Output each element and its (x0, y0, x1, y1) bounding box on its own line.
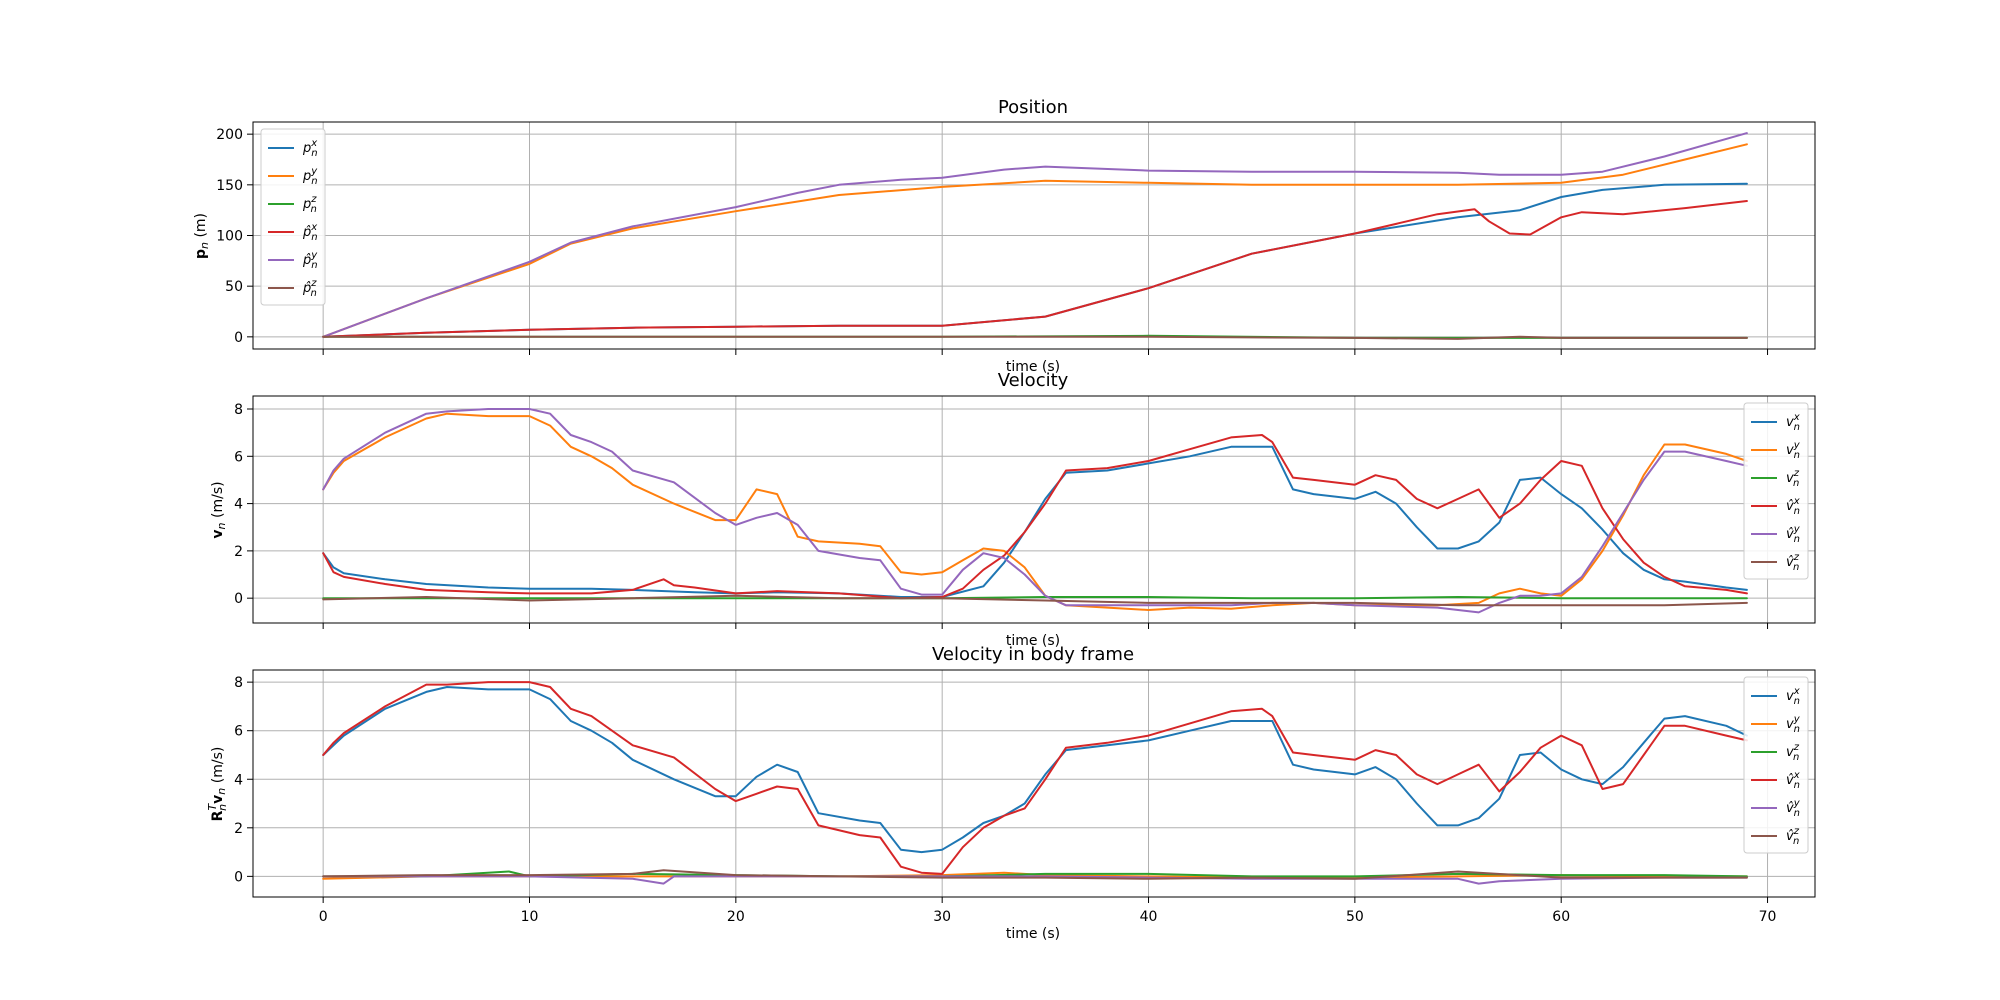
velocity-body-legend-label-4: v̂y n (1786, 798, 1801, 819)
position-legend-label-0: px n (302, 138, 318, 159)
position-axes-frame (252, 121, 1816, 350)
position-ticks: 0 50 100 150 200 (216, 127, 1769, 355)
velocity-xlabel: time (s) (1006, 633, 1060, 649)
velocity-ytick-label-0: 0 (234, 591, 243, 607)
velocity-body-legend-label-1: vy n (1786, 714, 1801, 735)
velocity-body-series-5 (322, 869, 1748, 880)
position-xlabel: time (s) (1006, 359, 1060, 375)
velocity-series-2 (322, 596, 1748, 600)
velocity-body-ytick-label-8: 8 (234, 675, 243, 691)
position-ytick-label-200: 200 (216, 127, 243, 143)
position-series-4 (322, 132, 1748, 338)
velocity-body-xtick-label-70: 70 (1759, 909, 1777, 925)
velocity-body-xlabel: time (s) (1006, 926, 1060, 942)
velocity-legend-label-2: vz n (1786, 468, 1800, 489)
velocity-body-xtick-label-10: 10 (521, 909, 539, 925)
velocity-body-ylabel: RTnvn (m/s) (206, 747, 229, 822)
position-ytick-label-150: 150 (216, 178, 243, 194)
position-ytick-label-100: 100 (216, 229, 243, 245)
position-ytick-label-50: 50 (225, 279, 243, 295)
velocity-body-title: Velocity in body frame (932, 644, 1134, 665)
velocity-legend-label-4: v̂y n (1786, 524, 1801, 545)
velocity-body-legend-label-2: vz n (1786, 742, 1800, 763)
position-legend-label-1: py n (302, 166, 318, 187)
velocity-body-xtick-label-30: 30 (933, 909, 951, 925)
velocity-body-legend: vx n vy n vz n v̂x n v̂y n v̂z n (1743, 676, 1809, 854)
position-series-1 (322, 143, 1748, 338)
velocity-legend-label-3: v̂x n (1786, 496, 1800, 517)
velocity-series-3 (322, 434, 1748, 600)
velocity-body-series-3 (322, 681, 1748, 875)
velocity-body-series-0 (322, 686, 1748, 854)
position-ytick-label-0: 0 (234, 330, 243, 346)
velocity-body-xtick-label-60: 60 (1552, 909, 1570, 925)
velocity-body-ytick-label-0: 0 (234, 869, 243, 885)
velocity-body-series-4 (322, 875, 1748, 885)
velocity-body-ticks: 0 10 20 30 40 50 60 70 0 2 4 6 8 (234, 675, 1776, 925)
velocity-body-xtick-label-40: 40 (1140, 909, 1158, 925)
velocity-series-4 (322, 408, 1748, 614)
position-title: Position (998, 97, 1068, 118)
velocity-ytick-label-6: 6 (234, 449, 243, 465)
velocity-body-ytick-label-6: 6 (234, 724, 243, 740)
velocity-body-legend-label-0: vx n (1786, 686, 1800, 707)
velocity-legend-label-5: v̂z n (1786, 552, 1800, 573)
velocity-body-xtick-label-50: 50 (1346, 909, 1364, 925)
position-legend-label-5: p̂z n (302, 278, 317, 299)
velocity-body-legend-label-5: v̂z n (1786, 826, 1800, 847)
position-legend: px n py n pz n p̂x n p̂y n p̂z n (260, 128, 326, 306)
velocity-body-ytick-label-4: 4 (234, 772, 243, 788)
plot-position: Position time (s) pn (m) 0 50 100 150 200 px… (193, 97, 1816, 375)
position-legend-label-4: p̂y n (302, 250, 318, 271)
velocity-ylabel: vn (m/s) (210, 481, 228, 538)
velocity-body-axes-frame (252, 669, 1816, 898)
position-ylabel: pn (m) (193, 213, 211, 259)
velocity-legend-label-1: vy n (1786, 440, 1801, 461)
velocity-title: Velocity (998, 370, 1069, 391)
position-legend-label-3: p̂x n (302, 222, 318, 243)
velocity-series (322, 408, 1748, 614)
plot-velocity-body: Velocity in body frame time (s) RTnvn (m… (206, 644, 1816, 942)
velocity-legend-label-0: vx n (1786, 412, 1800, 433)
velocity-ticks: 0 2 4 6 8 (234, 402, 1769, 629)
position-series-3 (322, 200, 1748, 338)
position-legend-label-2: pz n (302, 194, 317, 215)
velocity-ytick-label-2: 2 (234, 544, 243, 560)
velocity-axes-frame (252, 395, 1816, 624)
velocity-ytick-label-4: 4 (234, 497, 243, 513)
velocity-body-xtick-label-20: 20 (727, 909, 745, 925)
velocity-series-5 (322, 594, 1748, 607)
velocity-body-series (322, 681, 1748, 885)
velocity-series-0 (322, 445, 1748, 598)
velocity-body-xtick-label-0: 0 (319, 909, 328, 925)
velocity-body-ytick-label-2: 2 (234, 821, 243, 837)
position-series-5 (322, 335, 1748, 340)
velocity-body-legend-label-3: v̂x n (1786, 770, 1800, 791)
velocity-ytick-label-8: 8 (234, 402, 243, 418)
position-series (322, 132, 1748, 340)
velocity-legend: vx n vy n vz n v̂x n v̂y n v̂z n (1743, 402, 1809, 580)
